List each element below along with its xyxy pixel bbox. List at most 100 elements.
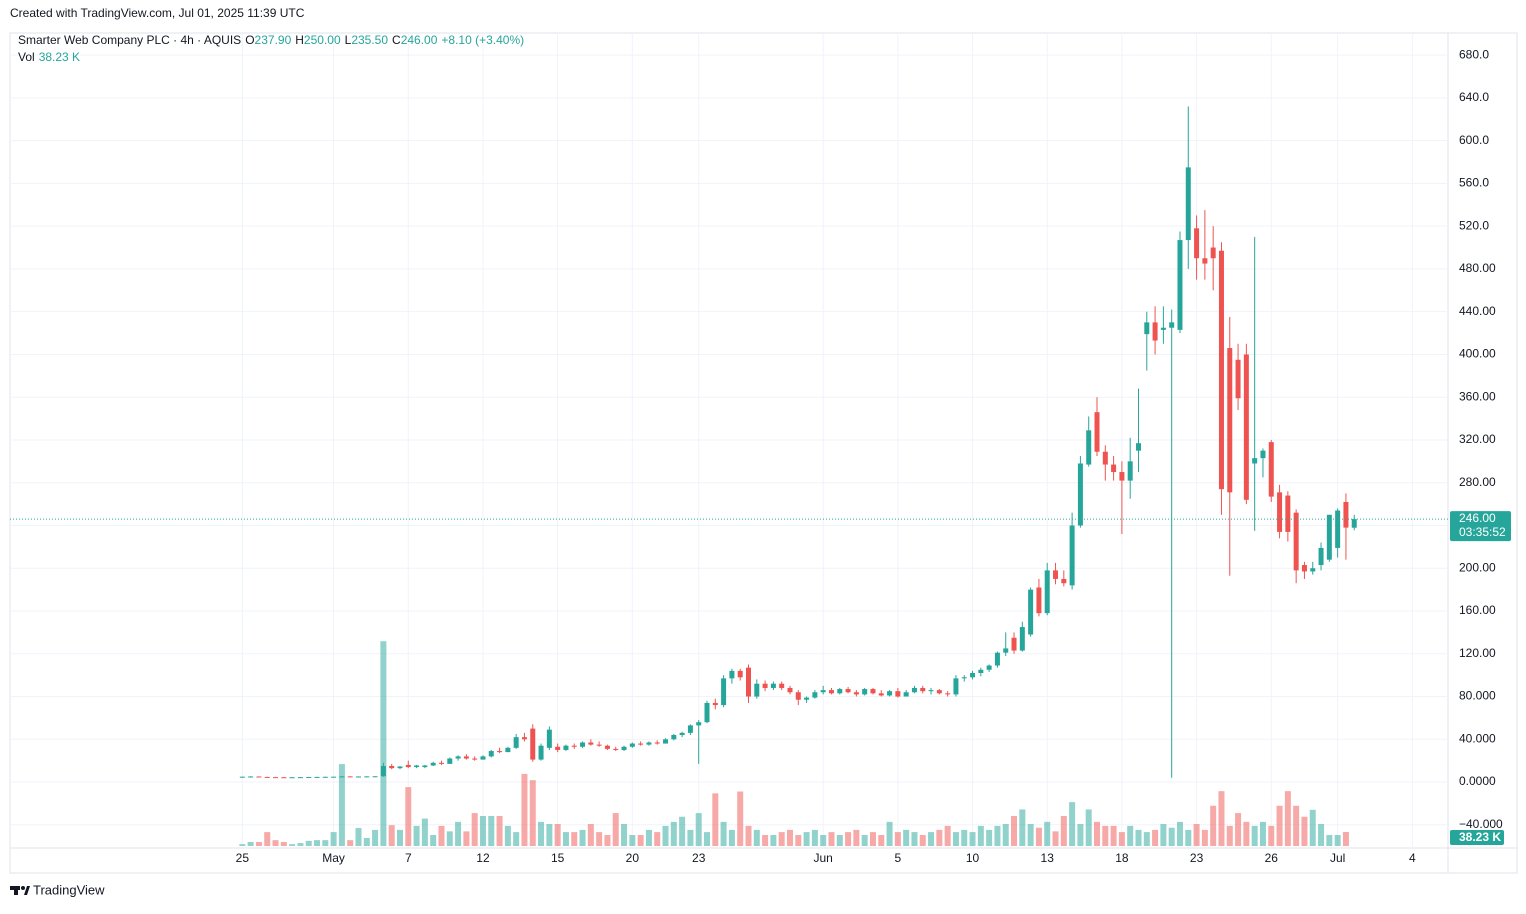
candle-body [1011, 637, 1017, 651]
volume-bar [1094, 821, 1101, 846]
candle-body [928, 690, 934, 692]
candle-body [770, 683, 776, 688]
candles [239, 106, 1357, 779]
candle-body [986, 665, 992, 670]
candle-body [895, 691, 901, 697]
candle-body [621, 746, 627, 750]
y-tick-label: 520.0 [1459, 218, 1489, 232]
volume-bar [513, 832, 520, 846]
volume-bar [1218, 791, 1225, 846]
volume-bar [546, 824, 553, 846]
chart-frame [9, 32, 1518, 874]
legend-key: L [345, 33, 352, 47]
y-tick-label: 640.0 [1459, 90, 1489, 104]
candle-body [679, 732, 685, 736]
volume-bar [770, 835, 777, 846]
volume-bar [579, 829, 586, 846]
volume-bar [239, 844, 246, 846]
candle-body [828, 690, 834, 694]
candle-body [795, 692, 801, 700]
candle-body [1227, 348, 1233, 493]
legend-value: 246.00 [401, 33, 438, 47]
candle-body [812, 692, 818, 698]
candle-body [754, 683, 760, 697]
volume-bar [247, 841, 254, 846]
volume-bar [1243, 821, 1250, 846]
volume-bar [977, 825, 984, 846]
candle-body [837, 689, 843, 694]
candle-body [521, 737, 527, 740]
volume-bar [1251, 825, 1258, 846]
candle-body [273, 777, 279, 779]
tv-logo [10, 886, 30, 895]
candle-body [1293, 512, 1299, 571]
y-tick-label: 680.0 [1459, 47, 1489, 61]
volume-bar [596, 832, 603, 846]
candle-body [438, 762, 444, 764]
candle-body [1061, 578, 1067, 584]
volume-bar [421, 818, 428, 846]
candle-body [920, 687, 926, 692]
candle-body [1135, 443, 1141, 451]
volume-bar [471, 813, 478, 846]
candle-body [696, 722, 702, 726]
volume-bar [455, 821, 462, 846]
volume-bar [903, 829, 910, 846]
candle-body [845, 689, 851, 693]
volume-bar [479, 816, 486, 846]
volume-bar [911, 832, 918, 846]
last-volume-box [1450, 830, 1504, 845]
candle-body [1127, 461, 1133, 481]
candle-body [1044, 570, 1050, 614]
volume-bar [1118, 832, 1125, 846]
volume-bar [786, 829, 793, 846]
candle-body [480, 756, 486, 760]
volume-bar [1176, 821, 1183, 846]
volume-bar [396, 829, 403, 846]
volume-bar [1160, 824, 1167, 846]
x-tick-label: 25 [236, 851, 250, 865]
volume-bar [504, 825, 511, 846]
volume-bar [795, 835, 802, 846]
candle-body [505, 747, 511, 753]
candle-body [463, 756, 469, 759]
candle-body [712, 702, 718, 706]
volume-bar [463, 831, 470, 846]
candle-body [281, 777, 287, 779]
legend: Smarter Web Company PLC · 4h · AQUIS O237… [18, 33, 524, 47]
volume-bar [1085, 809, 1092, 846]
volume-bar [944, 825, 951, 846]
candle-body [256, 776, 262, 778]
candle-body [1086, 430, 1092, 465]
candle-body [953, 678, 959, 695]
volume-bar [363, 837, 370, 846]
x-tick-label: 23 [692, 851, 706, 865]
credit: Created with TradingView.com, Jul 01, 20… [10, 6, 305, 20]
candle-body [555, 746, 561, 750]
x-tick-label: 5 [895, 851, 902, 865]
candle-body [347, 776, 353, 778]
candle-body [970, 673, 976, 678]
candle-body [945, 693, 951, 695]
volume-bar [255, 841, 262, 846]
volume-bar [1035, 827, 1042, 846]
volume-bar [405, 787, 412, 846]
y-tick-label: 0.0000 [1459, 774, 1496, 788]
candle-body [455, 756, 461, 759]
candle-body [654, 742, 660, 744]
legend-value: 250.00 [304, 33, 341, 47]
volume-bar [1077, 824, 1084, 846]
candle-body [729, 670, 735, 679]
x-tick-label: 23 [1190, 851, 1204, 865]
legend-key: O [245, 33, 254, 47]
volume-bar [845, 832, 852, 846]
candle-body [297, 777, 303, 779]
volume-bar [587, 824, 594, 846]
volume-bar [380, 641, 387, 846]
candle-body [1310, 568, 1316, 572]
volume-bar [687, 829, 694, 846]
y-tick-label: 560.0 [1459, 176, 1489, 190]
candle-body [1144, 322, 1150, 335]
volume-bar [936, 829, 943, 846]
volume-bar [289, 844, 296, 846]
